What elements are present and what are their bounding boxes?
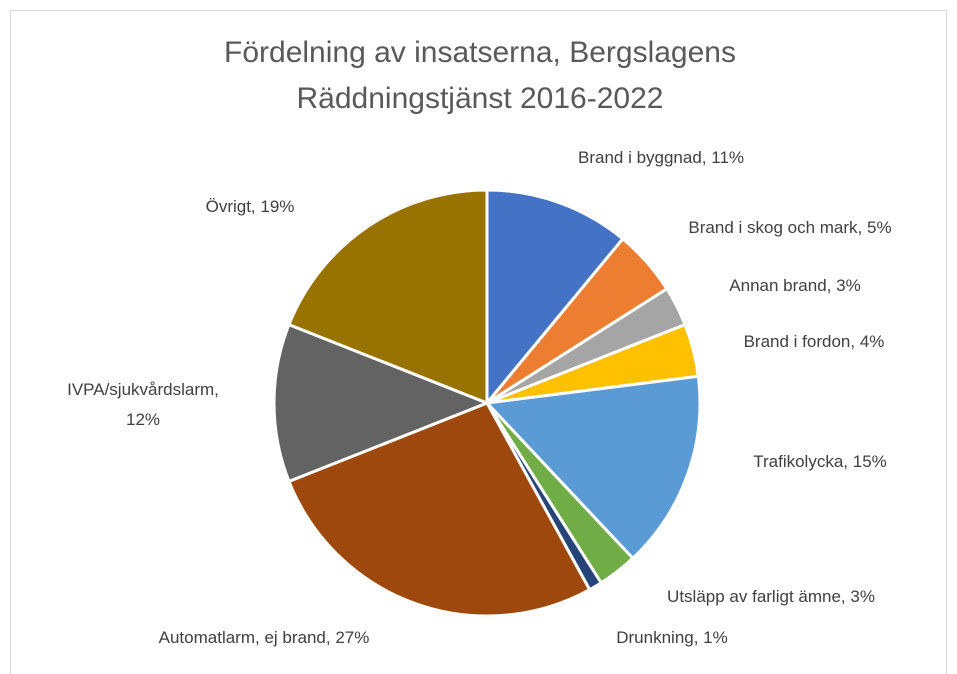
pie-slice: [272, 323, 489, 483]
data-label: Brand i byggnad, 11%: [577, 148, 745, 167]
chart-title: Fördelning av insatserna, Bergslagens Rä…: [224, 36, 736, 115]
pie-slice: [287, 401, 592, 618]
chart-border: [10, 10, 947, 674]
data-label: Övrigt, 19%: [205, 197, 295, 216]
data-label: Trafikolycka, 15%: [753, 452, 887, 471]
data-label: Annan brand, 3%: [729, 276, 861, 295]
data-label: Automatlarm, ej brand, 27%: [158, 628, 370, 647]
pie-slice: [485, 188, 625, 405]
data-label: Utsläpp av farligt ämne, 3%: [667, 587, 875, 606]
data-label: Drunkning, 1%: [616, 628, 728, 647]
data-label: Brand i fordon, 4%: [743, 332, 885, 351]
pie-slice: [287, 188, 489, 405]
data-label: IVPA/sjukvårdslarm, 12%: [67, 380, 219, 429]
pie-slice: [485, 374, 702, 560]
data-label: Brand i skog och mark, 5%: [688, 218, 892, 237]
